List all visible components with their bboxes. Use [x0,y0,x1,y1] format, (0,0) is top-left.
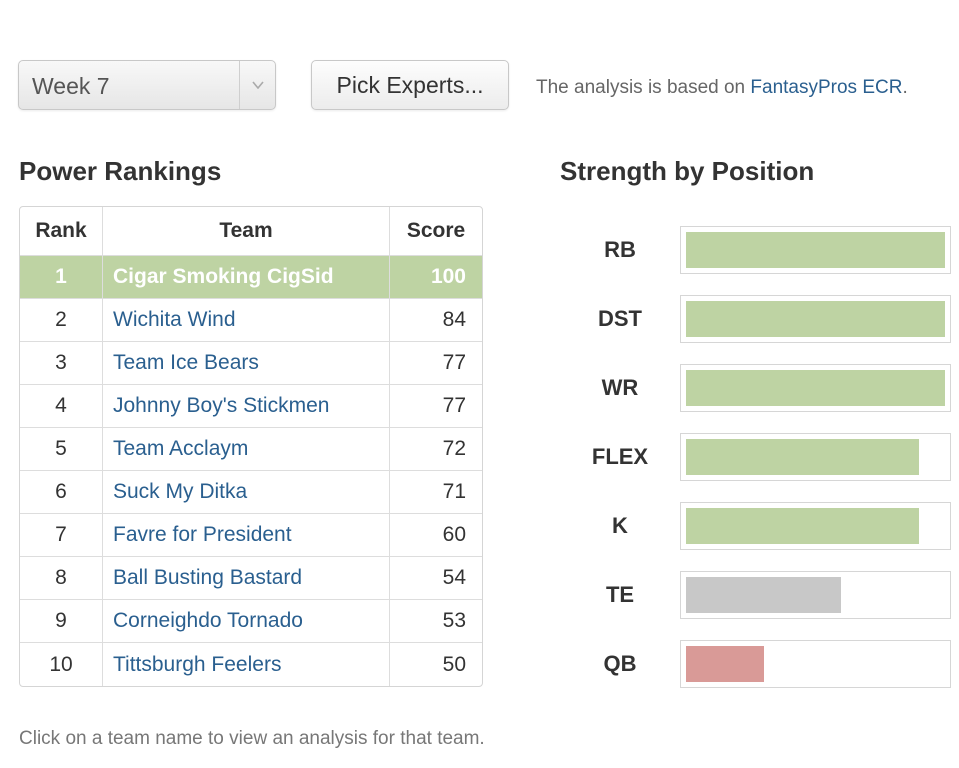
position-label: K [612,513,628,538]
strength-bar-fill [686,646,764,682]
team-cell: Team Acclaym [103,428,390,471]
table-row: 10 Tittsburgh Feelers 50 [20,643,482,686]
analysis-source-prefix: The analysis is based on [536,77,751,98]
rank-cell: 9 [20,600,103,643]
position-row: K [560,502,952,550]
column-header-team: Team [103,207,390,256]
position-row: DST [560,295,952,343]
strength-bar-fill [686,301,945,337]
strength-bar-fill [686,232,945,268]
rank-cell: 5 [20,428,103,471]
strength-by-position-title: Strength by Position [560,156,815,186]
score-cell: 77 [390,385,482,428]
score-cell: 72 [390,428,482,471]
strength-bar-track [680,295,951,343]
strength-bar-track [680,226,951,274]
score-cell: 54 [390,557,482,600]
team-link[interactable]: Favre for President [113,523,292,546]
week-select[interactable]: Week 7 [18,60,276,110]
team-link[interactable]: Tittsburgh Feelers [113,652,282,676]
team-cell: Wichita Wind [103,299,390,342]
rank-cell: 10 [20,643,103,686]
team-link[interactable]: Wichita Wind [113,308,236,331]
table-row: 8 Ball Busting Bastard 54 [20,557,482,600]
team-cell: Ball Busting Bastard [103,557,390,600]
rank-cell: 7 [20,514,103,557]
team-cell: Favre for President [103,514,390,557]
team-cell: Corneighdo Tornado [103,600,390,643]
team-cell: Tittsburgh Feelers [103,643,390,686]
team-link[interactable]: Ball Busting Bastard [113,566,303,589]
score-cell: 53 [390,600,482,643]
table-row: 7 Favre for President 60 [20,514,482,557]
rank-cell: 2 [20,299,103,342]
table-row: 2 Wichita Wind 84 [20,299,482,342]
table-row: 3 Team Ice Bears 77 [20,342,482,385]
position-row: WR [560,364,952,412]
analysis-source-suffix: . [902,77,908,98]
strength-bar-fill [686,370,945,406]
table-header-row: Rank Team Score [20,207,482,256]
score-cell: 71 [390,471,482,514]
table-row: 9 Corneighdo Tornado 53 [20,600,482,643]
table-row: 6 Suck My Ditka 71 [20,471,482,514]
position-label: QB [603,651,637,676]
score-cell: 60 [390,514,482,557]
team-cell: Cigar Smoking CigSid [103,256,390,299]
team-link[interactable]: Team Ice Bears [113,351,259,374]
position-label: DST [598,306,642,331]
position-label: FLEX [591,444,649,469]
team-cell: Johnny Boy's Stickmen [103,385,390,428]
power-rankings-title: Power Rankings [19,156,222,186]
team-cell: Team Ice Bears [103,342,390,385]
team-link[interactable]: Team Acclaym [113,437,249,460]
fantasypros-ecr-link[interactable]: FantasyPros ECR [750,77,903,98]
position-label: TE [605,582,635,607]
score-cell: 100 [390,256,482,299]
rankings-body: 1 Cigar Smoking CigSid 100 2 Wichita Wind 84 3… [20,256,482,686]
team-link[interactable]: Suck My Ditka [113,480,248,503]
position-row: RB [560,226,952,274]
score-cell: 77 [390,342,482,385]
toolbar: Week 7 Pick Experts... The analysis is b… [18,60,948,110]
position-row: TE [560,571,952,619]
position-row: FLEX [560,433,952,481]
footer-note: Click on a team name to view an analysis… [19,728,485,749]
table-row: 5 Team Acclaym 72 [20,428,482,471]
strength-bar-track [680,433,951,481]
pick-experts-button[interactable]: Pick Experts... [311,60,509,110]
position-row: QB [560,640,952,688]
rank-cell: 8 [20,557,103,600]
team-link[interactable]: Corneighdo Tornado [113,609,303,632]
position-label: WR [601,375,639,400]
team-link[interactable]: Johnny Boy's Stickmen [113,394,330,417]
position-label: RB [604,237,636,262]
power-rankings-table: Rank Team Score 1 Cigar Smoking CigSid 100… [19,206,483,687]
strength-bar-fill [686,508,920,544]
table-row: 1 Cigar Smoking CigSid 100 [20,256,482,299]
score-cell: 50 [442,652,466,676]
strength-bar-fill [686,577,842,613]
rank-cell: 6 [20,471,103,514]
strength-bar-track [680,364,951,412]
rank-cell: 3 [20,342,103,385]
chevron-down-icon[interactable] [239,61,275,109]
column-header-score: Score [390,207,482,256]
rank-cell: 1 [20,256,103,299]
score-cell: 84 [390,299,482,342]
column-header-rank: Rank [20,207,103,256]
table-row: 4 Johnny Boy's Stickmen 77 [20,385,482,428]
strength-bar-track [680,640,951,688]
analysis-source-note: The analysis is based on FantasyPros ECR… [536,77,908,99]
week-select-value: Week 7 [32,73,110,99]
strength-bar-track [680,502,951,550]
team-link[interactable]: Cigar Smoking CigSid [113,265,334,288]
team-cell: Suck My Ditka [103,471,390,514]
strength-bar-fill [686,439,920,475]
strength-bar-track [680,571,951,619]
rank-cell: 4 [20,385,103,428]
